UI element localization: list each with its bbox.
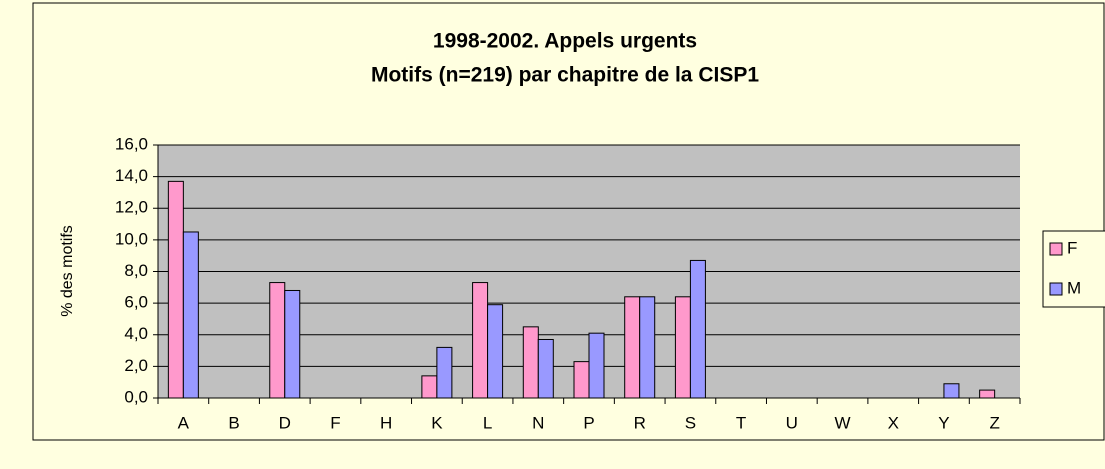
x-tick-label: U (786, 413, 798, 432)
bar (639, 296, 656, 399)
y-tick-label: 2,0 (124, 356, 148, 375)
bar (979, 389, 996, 399)
x-tick-label: K (431, 413, 443, 432)
x-tick-label: X (888, 413, 899, 432)
x-tick-label: A (178, 413, 190, 432)
x-tick-label: Z (989, 413, 999, 432)
bar (573, 361, 590, 399)
y-tick-label: 14,0 (115, 166, 148, 185)
y-tick-label: 10,0 (115, 229, 148, 248)
y-tick-label: 4,0 (124, 324, 148, 343)
bar (284, 289, 301, 399)
bar (167, 180, 184, 399)
x-tick-label: D (279, 413, 291, 432)
x-tick-label: T (736, 413, 746, 432)
bar (522, 326, 539, 399)
bar (487, 304, 504, 399)
x-tick-label: W (835, 413, 851, 432)
legend-label: M (1067, 278, 1081, 297)
legend-swatch (1049, 242, 1063, 256)
legend-label: F (1067, 238, 1077, 257)
chart-title: 1998-2002. Appels urgents (433, 30, 697, 53)
y-tick-label: 16,0 (115, 134, 148, 153)
x-tick-label: Y (938, 413, 949, 432)
x-tick-label: F (330, 413, 340, 432)
y-tick-label: 12,0 (115, 198, 148, 217)
bar (588, 332, 605, 399)
y-tick-label: 0,0 (124, 387, 148, 406)
x-tick-label: H (380, 413, 392, 432)
x-tick-label: N (532, 413, 544, 432)
bar (689, 259, 706, 399)
bar (182, 231, 199, 399)
x-tick-label: P (583, 413, 594, 432)
bar (674, 296, 691, 399)
y-axis-label: % des motifs (59, 225, 76, 317)
y-tick-label: 6,0 (124, 293, 148, 312)
x-tick-label: B (228, 413, 239, 432)
x-tick-label: S (685, 413, 696, 432)
bar (624, 296, 641, 399)
y-tick-label: 8,0 (124, 261, 148, 280)
bar (421, 375, 438, 399)
chart-subtitle: Motifs (n=219) par chapitre de la CISP1 (371, 64, 759, 87)
bar (537, 338, 554, 399)
bar (943, 383, 960, 399)
bar (436, 346, 453, 399)
bar (269, 282, 286, 399)
legend-swatch (1049, 282, 1063, 296)
x-tick-label: R (634, 413, 646, 432)
bar (472, 282, 489, 399)
x-tick-label: L (483, 413, 492, 432)
